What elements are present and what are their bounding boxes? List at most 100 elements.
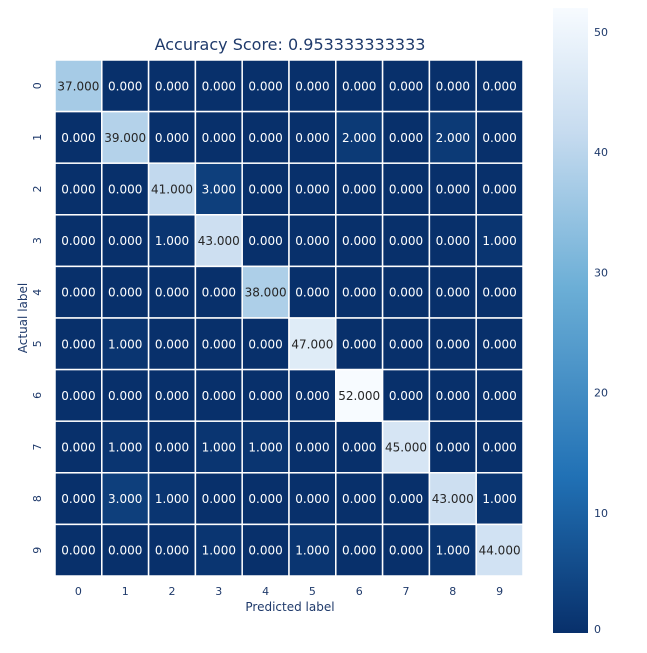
cell-value-label: 0.000: [248, 492, 282, 506]
heatmap-cell: [54, 472, 103, 526]
cell-value-label: 0.000: [389, 337, 423, 351]
cell-value-label: 1.000: [482, 234, 516, 248]
cell-value-label: 0.000: [108, 234, 142, 248]
cell-value-label: 0.000: [248, 234, 282, 248]
y-tick-label: 9: [31, 547, 44, 554]
cell-value-label: 0.000: [155, 544, 189, 558]
heatmap-cell: [241, 317, 290, 371]
heatmap-cell: [428, 368, 477, 422]
cell-value-label: 0.000: [248, 389, 282, 403]
cell-value-label: 0.000: [389, 492, 423, 506]
cell-value-label: 52.000: [338, 389, 380, 403]
cell-value-label: 0.000: [202, 131, 236, 145]
heatmap-cell: [428, 472, 477, 526]
cell-value-label: 0.000: [436, 234, 470, 248]
heatmap-cell: [241, 265, 290, 319]
x-tick-label: 2: [169, 585, 176, 598]
colorbar-tick-label: 10: [594, 507, 608, 520]
heatmap-cell: [288, 214, 337, 268]
cell-value-label: 43.000: [198, 234, 240, 248]
heatmap-cell: [288, 420, 337, 474]
cell-value-label: 0.000: [342, 79, 376, 93]
cell-value-label: 3.000: [108, 492, 142, 506]
cell-value-label: 0.000: [295, 234, 329, 248]
cell-value-label: 1.000: [155, 492, 189, 506]
cell-value-label: 0.000: [436, 183, 470, 197]
cell-value-label: 0.000: [295, 441, 329, 455]
cell-value-label: 38.000: [245, 286, 287, 300]
x-tick-label: 3: [215, 585, 222, 598]
y-tick-label: 6: [31, 392, 44, 399]
cell-value-label: 0.000: [295, 492, 329, 506]
heatmap-cell: [194, 368, 243, 422]
heatmap-cell: [428, 265, 477, 319]
heatmap-cell: [288, 317, 337, 371]
cell-value-label: 0.000: [342, 183, 376, 197]
x-tick-label: 4: [262, 585, 269, 598]
heatmap-cell: [241, 420, 290, 474]
cell-value-label: 0.000: [482, 131, 516, 145]
cell-value-label: 1.000: [202, 441, 236, 455]
cell-value-label: 0.000: [436, 441, 470, 455]
heatmap-cell: [288, 523, 337, 577]
colorbar-tick-label: 0: [594, 623, 601, 636]
y-tick-label: 3: [31, 237, 44, 244]
cell-value-label: 0.000: [155, 389, 189, 403]
cell-value-label: 0.000: [248, 79, 282, 93]
cell-value-label: 0.000: [342, 234, 376, 248]
cell-value-label: 0.000: [295, 131, 329, 145]
heatmap-cell: [54, 317, 103, 371]
cell-value-label: 3.000: [202, 183, 236, 197]
cell-value-label: 0.000: [295, 183, 329, 197]
cell-value-label: 0.000: [482, 337, 516, 351]
heatmap-cell: [147, 317, 197, 371]
y-axis-label: Actual label: [16, 283, 30, 353]
cell-value-label: 0.000: [436, 286, 470, 300]
colorbar-gradient: [553, 8, 588, 633]
heatmap-cell: [101, 59, 150, 113]
cell-value-label: 0.000: [108, 544, 142, 558]
cell-value-label: 0.000: [202, 286, 236, 300]
cell-value-label: 0.000: [61, 389, 95, 403]
cell-value-label: 0.000: [61, 131, 95, 145]
heatmap-cell: [475, 420, 524, 474]
heatmap-cell: [194, 420, 243, 474]
cell-value-label: 0.000: [155, 337, 189, 351]
heatmap-cell: [475, 472, 524, 526]
colorbar-tick-label: 50: [594, 26, 608, 39]
cell-value-label: 0.000: [155, 79, 189, 93]
cell-value-label: 0.000: [202, 492, 236, 506]
y-axis-ticks: 0 1 2 3 4 5 6 7 8 9: [31, 82, 44, 553]
cell-value-label: 0.000: [61, 492, 95, 506]
heatmap-cell: [475, 110, 524, 164]
heatmap-cell: [381, 420, 431, 474]
heatmap-cell: [381, 368, 431, 422]
chart-title: Accuracy Score: 0.953333333333: [155, 35, 426, 54]
cell-value-label: 0.000: [389, 286, 423, 300]
heatmap-cell: [101, 265, 150, 319]
cell-value-label: 0.000: [155, 286, 189, 300]
heatmap-cell: [54, 162, 103, 216]
heatmap-cell: [335, 368, 384, 422]
heatmap-cell: [194, 110, 243, 164]
heatmap-cell: [335, 472, 384, 526]
cell-value-label: 0.000: [482, 441, 516, 455]
cell-value-label: 0.000: [389, 131, 423, 145]
cell-value-label: 0.000: [61, 286, 95, 300]
heatmap-cell: [241, 523, 290, 577]
heatmap-cell: [147, 162, 197, 216]
heatmap-cell: [288, 368, 337, 422]
heatmap-cell: [335, 523, 384, 577]
cell-value-label: 0.000: [482, 286, 516, 300]
heatmap-cells: 37.000 0.000 0.000 0.000 0.000 0.000 0.000 0.00…: [54, 59, 524, 577]
cell-value-label: 0.000: [295, 389, 329, 403]
heatmap-cell: [381, 472, 431, 526]
cell-value-label: 0.000: [295, 79, 329, 93]
cell-value-label: 1.000: [482, 492, 516, 506]
heatmap-cell: [335, 110, 384, 164]
cell-value-label: 0.000: [61, 183, 95, 197]
colorbar-tick-label: 40: [594, 146, 608, 159]
cell-value-label: 1.000: [108, 441, 142, 455]
heatmap-cell: [101, 523, 150, 577]
